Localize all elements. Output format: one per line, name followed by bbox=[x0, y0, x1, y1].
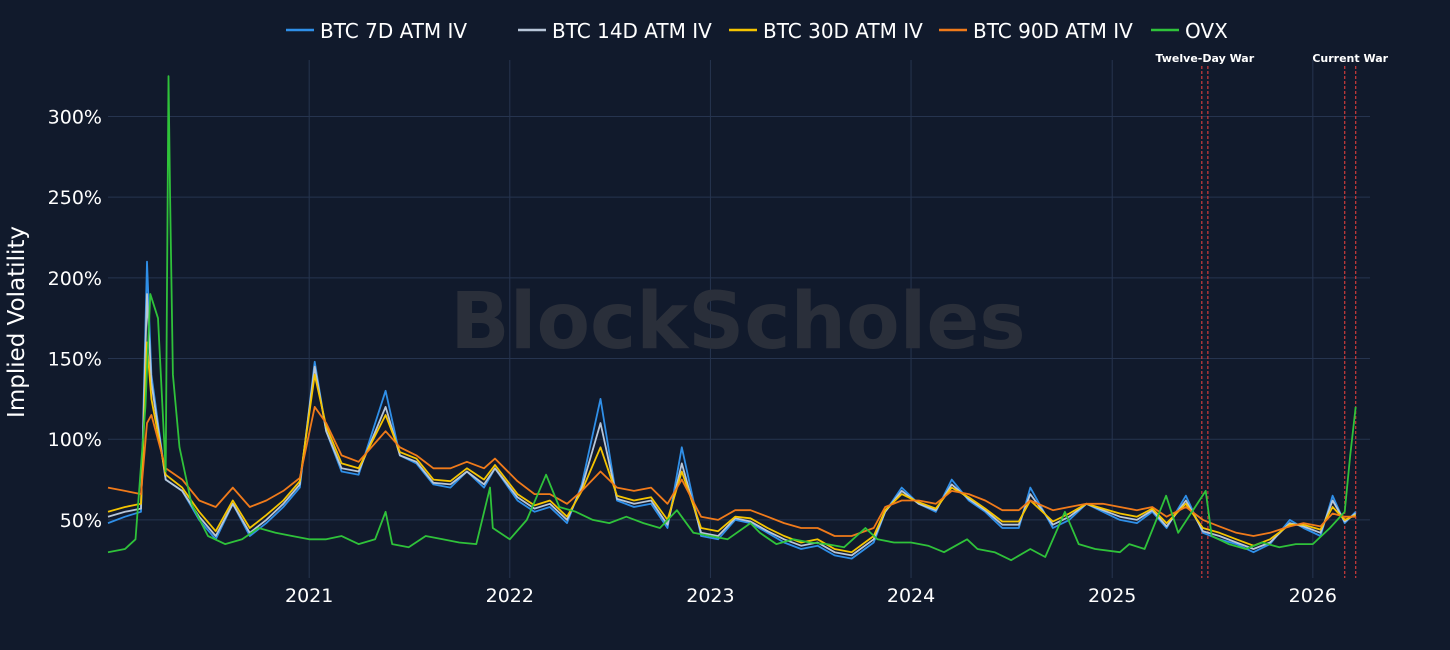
watermark: BlockScholes bbox=[450, 277, 1025, 367]
legend-item[interactable]: BTC 90D ATM IV bbox=[939, 19, 1133, 43]
grid bbox=[108, 60, 1370, 578]
legend-item[interactable]: BTC 30D ATM IV bbox=[729, 19, 923, 43]
y-tick-label: 50% bbox=[60, 510, 102, 532]
series-line-btc-7d-atm-iv bbox=[107, 260, 1357, 560]
legend-label: BTC 7D ATM IV bbox=[320, 19, 467, 43]
y-tick-label: 200% bbox=[48, 268, 102, 290]
x-tick-label: 2024 bbox=[887, 585, 935, 607]
x-axis-ticks: 2021 2022 2023 2024 2025 2026 bbox=[285, 585, 1337, 607]
series-lines bbox=[107, 75, 1357, 562]
legend-label: BTC 90D ATM IV bbox=[973, 19, 1133, 43]
legend-item[interactable]: BTC 7D ATM IV bbox=[286, 19, 467, 43]
legend-label: BTC 14D ATM IV bbox=[552, 19, 712, 43]
y-tick-label: 150% bbox=[48, 349, 102, 371]
series-line-btc-14d-atm-iv bbox=[107, 293, 1357, 557]
legend[interactable]: BTC 7D ATM IV BTC 14D ATM IV BTC 30D ATM I… bbox=[286, 19, 1228, 43]
y-tick-label: 100% bbox=[48, 429, 102, 451]
legend-label: OVX bbox=[1185, 19, 1228, 43]
y-tick-label: 300% bbox=[48, 106, 102, 128]
x-tick-label: 2026 bbox=[1289, 585, 1337, 607]
legend-item[interactable]: OVX bbox=[1151, 19, 1228, 43]
series-line-ovx bbox=[107, 75, 1357, 562]
event-label: Current War bbox=[1312, 52, 1388, 65]
y-axis-ticks: 50% 100% 150% 200% 250% 300% bbox=[48, 106, 102, 531]
series-line-btc-90d-atm-iv bbox=[107, 405, 1356, 537]
legend-label: BTC 30D ATM IV bbox=[763, 19, 923, 43]
x-tick-label: 2023 bbox=[686, 585, 734, 607]
y-tick-label: 250% bbox=[48, 187, 102, 209]
series-line-btc-30d-atm-iv bbox=[107, 341, 1357, 554]
event-label: Twelve-Day War bbox=[1155, 52, 1254, 65]
x-tick-label: 2022 bbox=[486, 585, 534, 607]
x-tick-label: 2021 bbox=[285, 585, 333, 607]
x-tick-label: 2025 bbox=[1088, 585, 1136, 607]
legend-item[interactable]: BTC 14D ATM IV bbox=[518, 19, 712, 43]
event-markers: Twelve-Day War Current War bbox=[1155, 52, 1389, 578]
y-axis-title: Implied Volatility bbox=[4, 226, 30, 418]
